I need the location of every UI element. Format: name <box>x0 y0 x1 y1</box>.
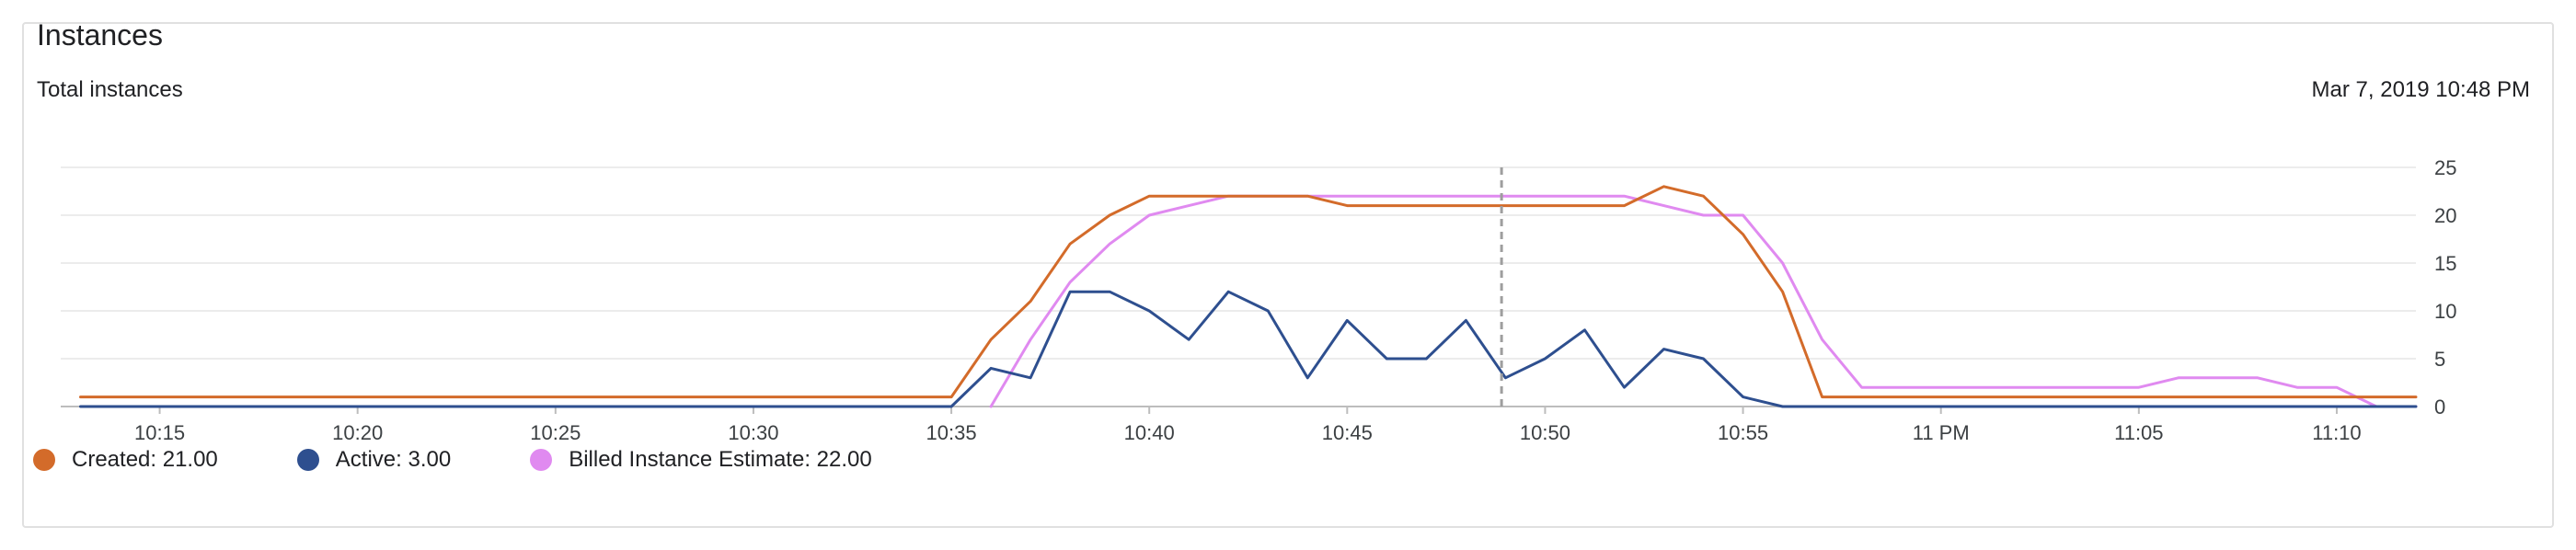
series-line-created <box>81 187 2417 397</box>
x-axis-ticks: 10:15 10:20 10:25 10:30 10:35 10:40 10:45 10:50… <box>134 407 2362 444</box>
x-tick-label: 10:50 <box>1520 421 1570 444</box>
x-tick-label: 10:45 <box>1322 421 1373 444</box>
legend-label: Active: 3.00 <box>336 447 451 473</box>
legend-item-created[interactable]: Created: 21.00 <box>33 447 218 473</box>
x-tick-label: 10:40 <box>1124 421 1175 444</box>
series-line-billed-instance-estimate <box>991 196 2416 407</box>
x-tick-label: 10:20 <box>332 421 383 444</box>
x-tick-label: 10:15 <box>134 421 185 444</box>
legend-label: Created: 21.00 <box>72 447 218 473</box>
legend-dot-icon <box>530 449 552 471</box>
x-tick-label: 11:05 <box>2114 421 2163 444</box>
x-tick-label: 10:30 <box>728 421 778 444</box>
legend-item-active[interactable]: Active: 3.00 <box>297 447 451 473</box>
y-tick-label: 5 <box>2434 348 2445 371</box>
y-tick-label: 0 <box>2434 395 2445 418</box>
x-tick-label: 10:35 <box>926 421 977 444</box>
y-axis-ticks: 0 5 10 15 20 25 <box>2434 156 2456 418</box>
x-tick-label: 10:55 <box>1718 421 1768 444</box>
x-tick-label: 11:10 <box>2312 421 2361 444</box>
chart-gridlines <box>61 167 2416 407</box>
chart-series <box>81 187 2417 407</box>
chart-legend: Created: 21.00 Active: 3.00 Billed Insta… <box>33 447 951 473</box>
x-tick-label: 10:25 <box>530 421 581 444</box>
x-tick-label: 11 PM <box>1913 421 1970 444</box>
y-tick-label: 20 <box>2434 204 2456 227</box>
legend-dot-icon <box>297 449 319 471</box>
legend-dot-icon <box>33 449 55 471</box>
y-tick-label: 10 <box>2434 300 2456 323</box>
legend-item-billed-estimate[interactable]: Billed Instance Estimate: 22.00 <box>530 447 872 473</box>
y-tick-label: 25 <box>2434 156 2456 179</box>
legend-label: Billed Instance Estimate: 22.00 <box>569 447 872 473</box>
series-line-active <box>81 292 2417 407</box>
y-tick-label: 15 <box>2434 252 2456 275</box>
